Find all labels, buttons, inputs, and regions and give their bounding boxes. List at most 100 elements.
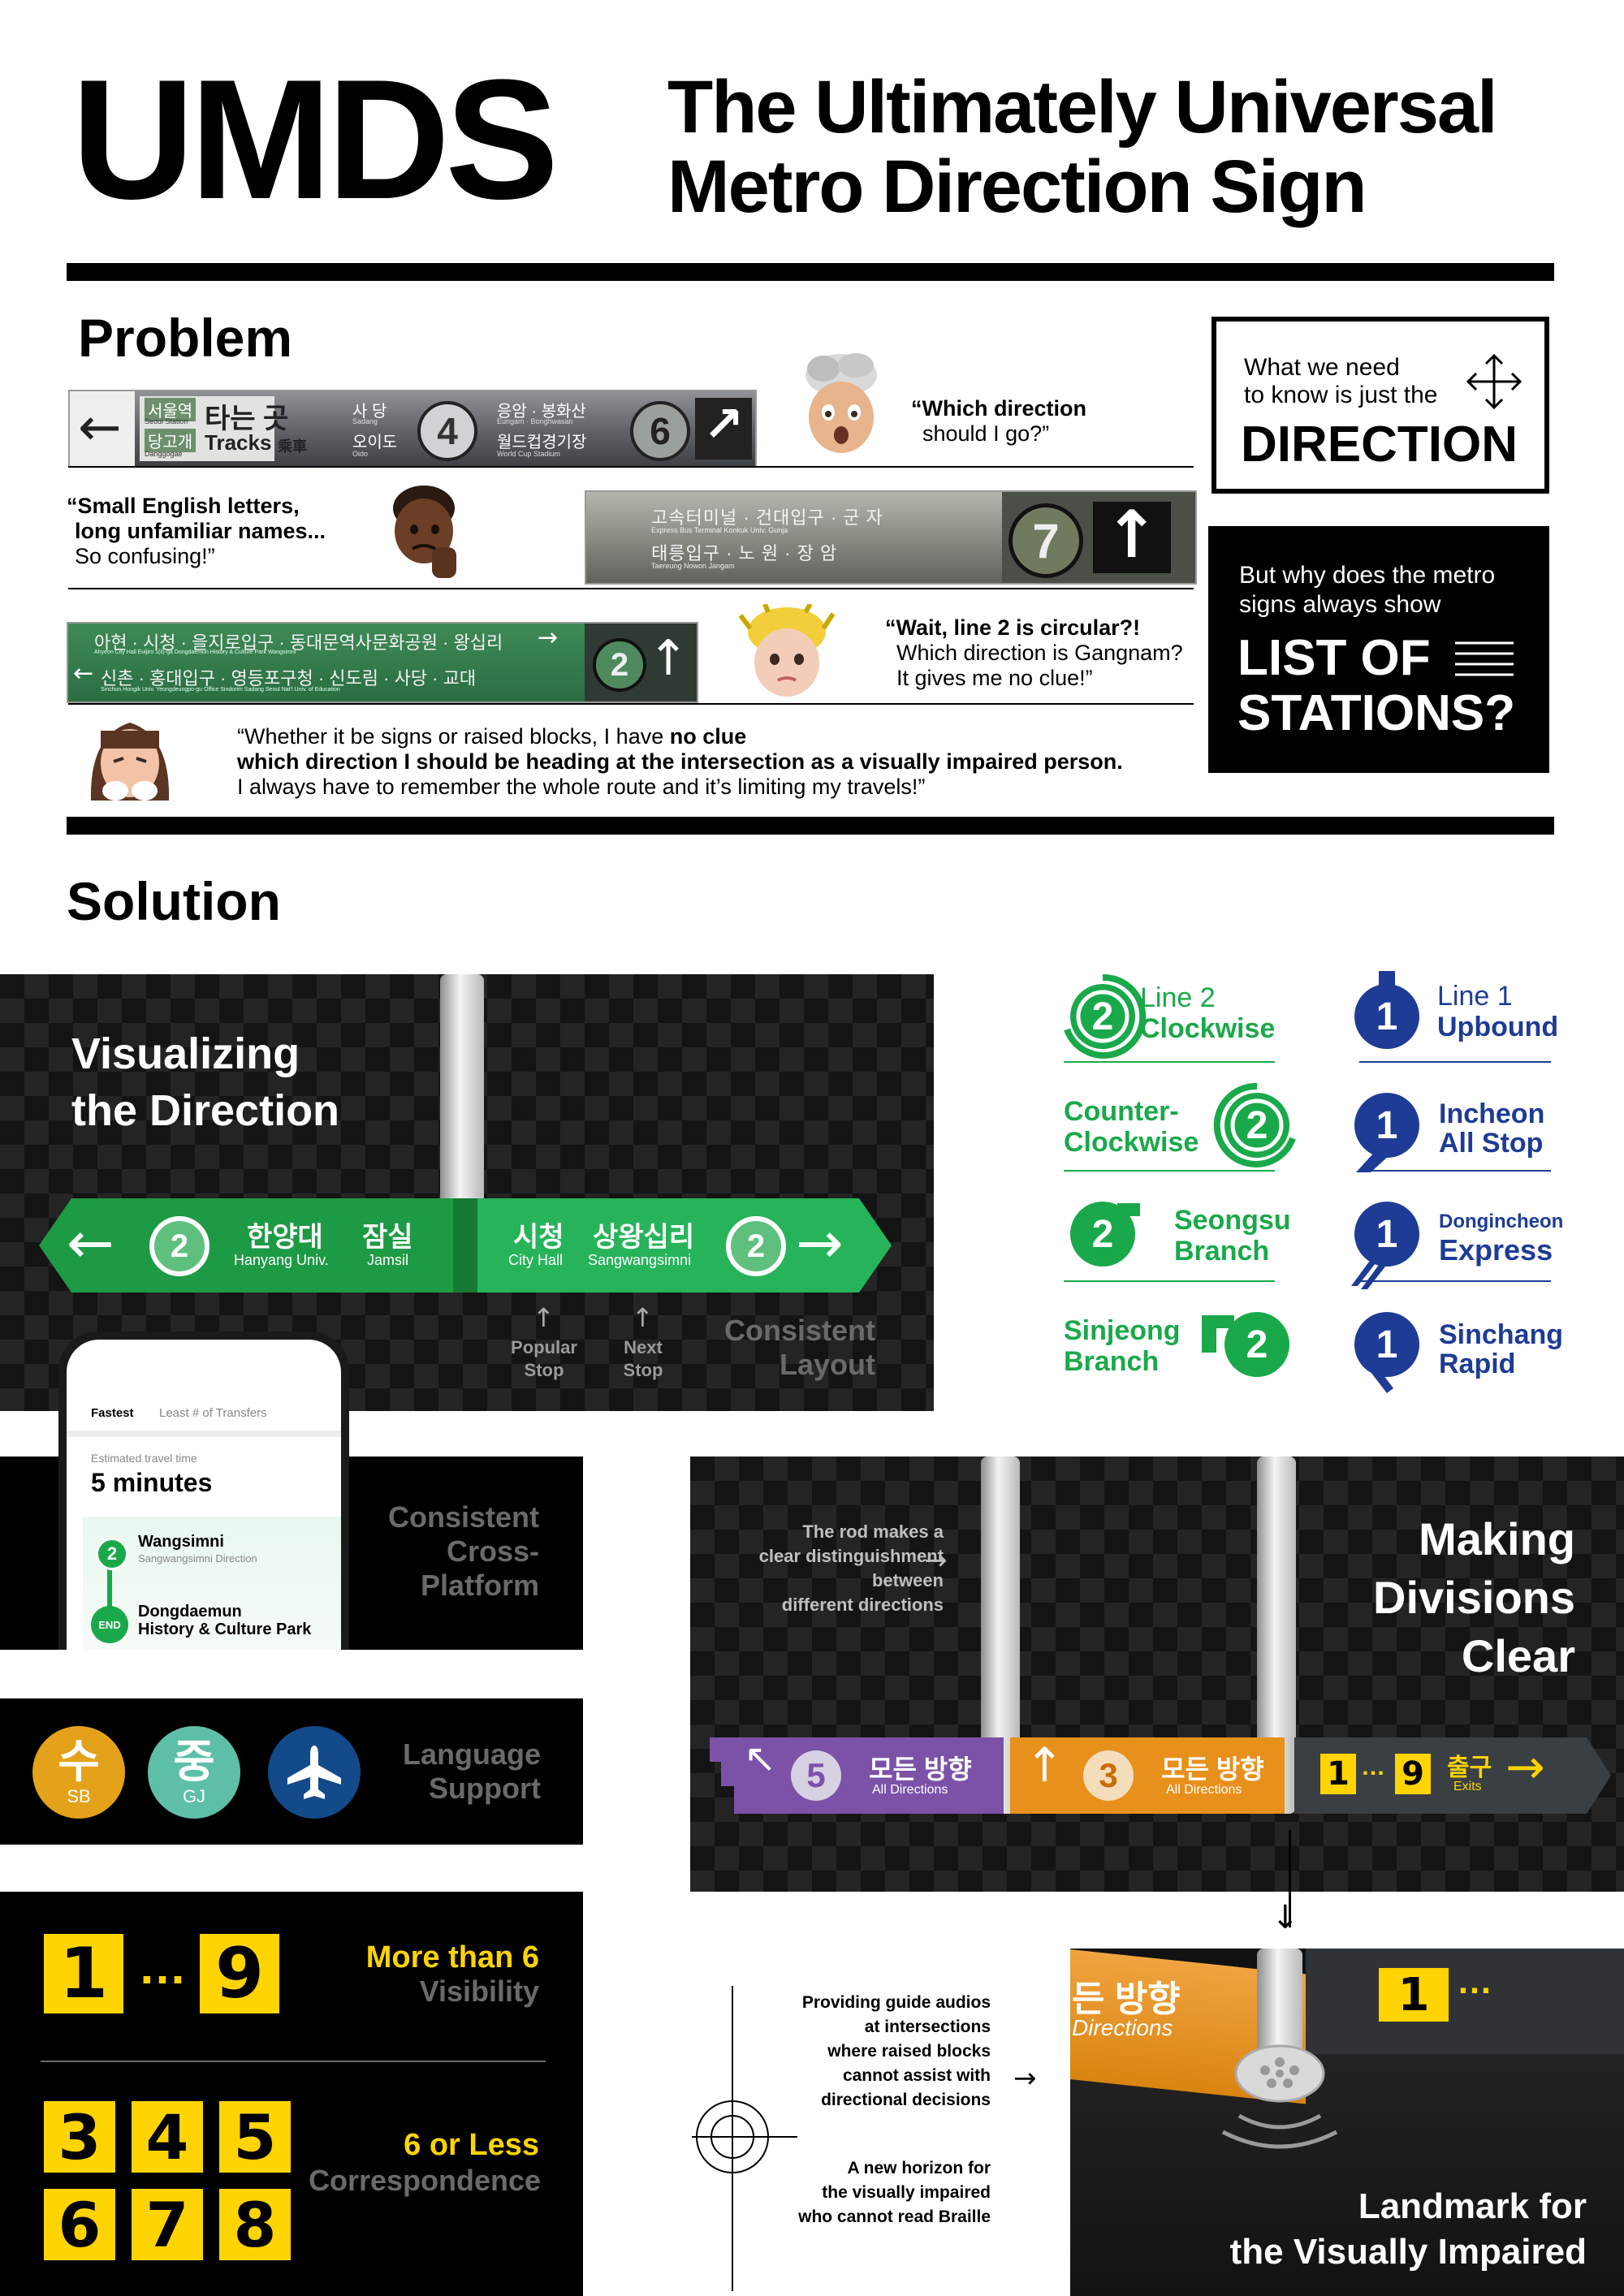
language-icon-su-text: 수 [58, 1736, 100, 1787]
phone-stop2-line1: Dongdaemun [138, 1603, 242, 1621]
l1-dongincheon-line2: Express [1439, 1233, 1553, 1267]
sign2-row1: 고속터미널 · 건대입구 · 군 자 [651, 507, 883, 528]
divisions-title-1: Making [1419, 1513, 1575, 1564]
impaired-note1-0: Providing guide audios [801, 1993, 991, 2012]
sign1-station1: 서울역 [145, 398, 197, 421]
division-signs [710, 1737, 1611, 1814]
vis-box-1: 1 [44, 1933, 123, 2014]
phone-mockup: Fastest Least # of Transfers Estimated t… [58, 1331, 349, 1650]
sign1-s4: 오이도 [352, 434, 398, 451]
sign2-row1-en: Express Bus Terminal Konkuk Univ. Gunja [651, 526, 788, 534]
header-rule [67, 263, 1554, 281]
quote2-line1: “Small English letters, [67, 494, 300, 518]
popular-stop-label: Popular Stop [507, 1336, 581, 1382]
stations-box-line1: But why does the metro [1239, 562, 1496, 589]
problem-bottom-rule [67, 817, 1554, 835]
direction-box-line2: to know is just the [1244, 382, 1438, 408]
l1-incheon-num-text: 1 [1376, 1103, 1398, 1147]
vis-dots: … [138, 1940, 187, 1994]
phone-est-value: 5 minutes [91, 1468, 213, 1497]
impaired-note1-1: at intersections [864, 2018, 991, 2036]
quote2-line3: So confusing!” [75, 544, 215, 568]
sign1-station2-en: Danggogae [145, 450, 183, 458]
down-arrow-icon: ↓ [1272, 1899, 1299, 1936]
vis-bottom-line1: 6 or Less [404, 2128, 539, 2162]
next-stop-1: Next [624, 1337, 663, 1357]
l1-sinchang-num: 1 [1363, 1320, 1411, 1369]
vis-grid-cell: 7 [132, 2189, 203, 2261]
sign3-line: 2 [610, 646, 629, 683]
l1-upbound-num-text: 1 [1376, 995, 1398, 1038]
l2-seongsu-line2: Branch [1174, 1236, 1270, 1267]
up-arrow-icon: ↑ [1104, 497, 1160, 572]
language-icon-jung-sub: GJ [182, 1786, 206, 1806]
orange-line-num: 3 [1099, 1756, 1118, 1794]
quote3-line2: Which direction is Gangnam? [896, 641, 1183, 665]
cross-platform-1: Consistent [387, 1500, 539, 1534]
stations-box-line2: signs always show [1239, 591, 1441, 618]
vis-grid-6: 6 [58, 2188, 102, 2261]
orange-sign-ko: 모든 방향 [1161, 1754, 1264, 1784]
phone-tab-transfers[interactable]: Least # of Transfers [159, 1406, 267, 1420]
phone-tab-fastest[interactable]: Fastest [91, 1406, 134, 1420]
crop-en: Directions [1072, 2015, 1173, 2040]
l2-clockwise-label: Line 2 Clockwise [1140, 982, 1275, 1044]
visualizing-title-1: Visualizing [71, 1029, 300, 1078]
impaired-note-arrow-icon: → [1013, 2062, 1037, 2095]
popular-stop-arrow-icon: ↑ [533, 1302, 555, 1333]
sign1-tracks-ko: 타는 곳 [205, 404, 289, 434]
quote1-line2: should I go?” [922, 421, 1050, 446]
exit-sign-ko: 출구 [1447, 1754, 1492, 1781]
l2-counter-label: Counter- Clockwise [1064, 1096, 1199, 1158]
vis-grid-cell: 4 [132, 2101, 203, 2173]
next-stop-2: Stop [623, 1360, 663, 1380]
landmark-panel: 든 방향 Directions 1 … Landmark for the Vis… [1070, 1949, 1624, 2296]
old-sign-3: 아현 · 시청 · 을지로입구 · 동대문역사문화공원 · 왕십리 Ahyeon… [67, 622, 698, 703]
phone-stop1: Wangsimni [138, 1533, 224, 1551]
language-icon-su-sub: SB [67, 1786, 91, 1806]
sign2-row2-en: Taereung Nowon Jangam [651, 562, 735, 570]
quote3-line3: It gives me no clue!” [896, 666, 1093, 690]
direction-box-big: DIRECTION [1241, 416, 1518, 473]
l2-clockwise-num-text: 2 [1091, 995, 1114, 1038]
vis-grid-8: 8 [233, 2188, 277, 2261]
phone-est-label: Estimated travel time [91, 1452, 197, 1465]
phone-line-badge: 2 [96, 1538, 128, 1570]
rod-note-1: The rod makes a [802, 1521, 944, 1542]
quote3-line1: “Wait, line 2 is circular?! [885, 615, 1141, 640]
divisions-title-2: Divisions [1373, 1572, 1575, 1623]
impaired-note2-1: the visually impaired [822, 2183, 991, 2202]
next-stop-arrow-icon: ↑ [632, 1302, 654, 1333]
l1-sinchang-label: Sinchang Rapid [1439, 1320, 1563, 1379]
four-way-arrow-icon [1466, 353, 1522, 410]
divisions-panel: The rod makes a clear distinguishment be… [690, 1457, 1624, 1892]
language-label-1: Language [402, 1737, 541, 1771]
sign-right-ko1: 시청 [513, 1222, 564, 1253]
sign3-row2-en: Sinchon Hongik Univ. Yeongdeungpo-gu Off… [101, 687, 340, 693]
sign1-tracks-en: Tracks [205, 430, 272, 455]
list-icon [1455, 641, 1514, 676]
exit-sign-en: Exits [1453, 1780, 1482, 1793]
up-right-arrow-icon: ↗ [703, 396, 745, 453]
landmark-title-2: the Visually Impaired [1229, 2232, 1587, 2272]
language-icon-su: 수 SB [32, 1726, 125, 1819]
impaired-note1-2: where raised blocks [827, 2042, 991, 2061]
impaired-note1-4: directional decisions [821, 2091, 991, 2109]
sign1-line6-badge: 6 [630, 401, 690, 461]
l2-sinjeong-line1: Sinjeong [1064, 1315, 1181, 1346]
sign1-s5: 응암 · 봉화산 [497, 403, 586, 421]
airplane-icon [268, 1726, 361, 1819]
phone-line-num: 2 [106, 1543, 118, 1564]
orange-line-badge: 3 [1083, 1750, 1134, 1801]
popular-stop-2: Stop [524, 1360, 564, 1380]
title-line1: The Ultimately Universal [667, 66, 1498, 149]
exit-box-1: 1 [1320, 1754, 1356, 1794]
landmark-title-1: Landmark for [1358, 2186, 1587, 2226]
cross-platform-3: Platform [420, 1569, 539, 1602]
problem-row-rule-1 [68, 466, 1194, 468]
phone-end-badge: END [91, 1606, 128, 1643]
purple-line-num: 5 [806, 1756, 826, 1794]
blind-girl-emoji [90, 723, 170, 801]
sign1-station1-en: Seoul Station [145, 417, 188, 425]
sign1-line4-badge: 4 [417, 401, 477, 461]
